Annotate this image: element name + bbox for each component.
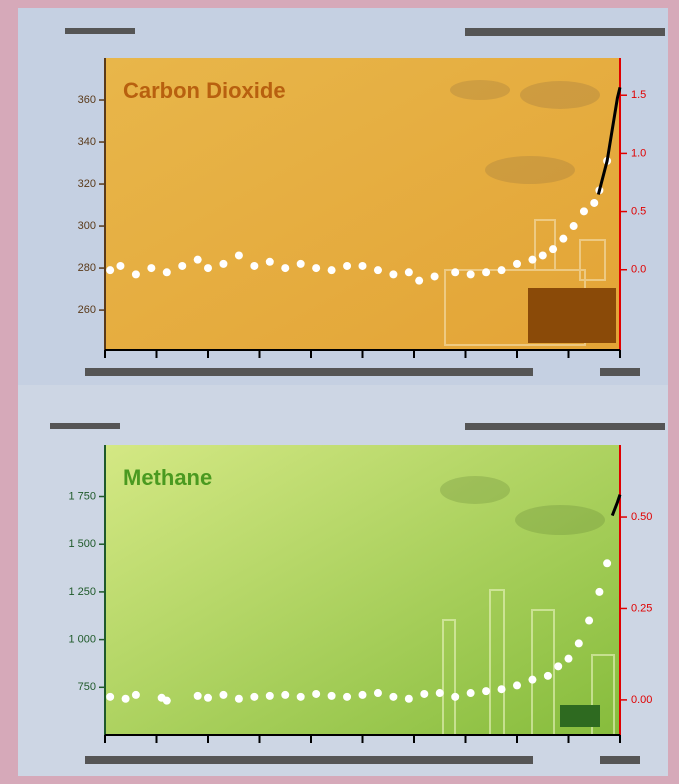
data-point xyxy=(528,675,537,684)
data-point xyxy=(204,264,212,273)
data-point xyxy=(312,689,321,698)
data-point xyxy=(415,276,424,285)
data-point xyxy=(281,690,290,699)
y2-tick-label: 0.0 xyxy=(631,264,646,276)
data-point xyxy=(327,691,336,700)
data-line xyxy=(610,494,622,517)
data-point xyxy=(373,689,382,698)
data-point xyxy=(373,266,382,275)
data-point xyxy=(579,207,588,216)
data-point xyxy=(265,691,274,700)
data-point xyxy=(281,264,290,273)
y2-tick-label: 1.5 xyxy=(631,89,646,101)
data-point xyxy=(250,692,259,701)
factory-shape xyxy=(560,705,600,727)
y-tick-label: 260 xyxy=(78,304,96,316)
data-point xyxy=(358,261,367,270)
y2-tick-label: 0.25 xyxy=(631,602,652,614)
y-tick-label: 1 750 xyxy=(68,490,96,502)
data-point xyxy=(430,272,439,281)
data-point xyxy=(513,681,521,690)
y-tick-label: 320 xyxy=(78,178,96,190)
data-point xyxy=(193,255,202,264)
y-tick-label: 1 500 xyxy=(68,538,96,550)
data-point xyxy=(497,685,506,694)
data-point xyxy=(543,671,552,680)
data-point xyxy=(234,251,243,260)
data-point xyxy=(106,266,115,275)
data-point xyxy=(435,689,444,698)
data-point xyxy=(574,639,583,648)
decoration xyxy=(450,80,600,184)
data-point xyxy=(590,198,599,207)
data-point xyxy=(193,691,202,700)
data-point xyxy=(451,268,460,277)
data-point xyxy=(131,690,140,699)
y-tick-label: 340 xyxy=(78,136,96,148)
data-point xyxy=(554,662,563,671)
data-point xyxy=(162,696,171,705)
label-placeholders xyxy=(50,28,665,764)
data-point xyxy=(327,266,336,275)
data-point xyxy=(549,245,558,254)
data-line xyxy=(596,87,622,195)
y-tick-label: 1 250 xyxy=(68,586,96,598)
data-point xyxy=(343,261,352,270)
data-point xyxy=(569,222,578,231)
data-point xyxy=(358,690,367,699)
data-point xyxy=(250,261,259,270)
data-point xyxy=(528,255,537,264)
data-point xyxy=(585,616,594,625)
data-point xyxy=(116,261,125,270)
data-point xyxy=(559,234,568,243)
data-point xyxy=(451,692,460,701)
data-point xyxy=(343,692,352,701)
data-point xyxy=(234,694,243,703)
data-point xyxy=(178,261,187,270)
data-point xyxy=(497,266,506,275)
decoration xyxy=(440,476,605,535)
data-point xyxy=(106,692,115,701)
data-point xyxy=(564,654,573,663)
data-point xyxy=(595,587,604,596)
data-point xyxy=(538,251,547,260)
data-point xyxy=(482,268,491,277)
y-tick-label: 1 000 xyxy=(68,634,96,646)
y2-tick-label: 0.00 xyxy=(631,694,652,706)
data-point xyxy=(121,694,130,703)
chart-title: Methane xyxy=(123,465,212,490)
data-point xyxy=(204,693,212,702)
data-point xyxy=(219,259,228,268)
data-point xyxy=(603,559,612,568)
data-point xyxy=(147,264,156,273)
data-point xyxy=(513,259,521,268)
data-point xyxy=(162,268,171,277)
y-tick-label: 300 xyxy=(78,220,96,232)
data-point xyxy=(466,270,475,279)
data-point xyxy=(420,689,429,698)
data-point xyxy=(404,694,413,703)
data-point xyxy=(404,268,413,277)
data-point xyxy=(482,687,491,696)
chart-title: Carbon Dioxide xyxy=(123,78,286,103)
y-tick-label: 280 xyxy=(78,262,96,274)
data-point xyxy=(389,692,398,701)
data-point xyxy=(131,270,140,279)
data-point xyxy=(296,259,305,268)
data-point xyxy=(219,690,228,699)
plot-area xyxy=(105,445,620,735)
data-point xyxy=(296,692,305,701)
data-point xyxy=(312,264,321,273)
y-tick-label: 750 xyxy=(78,681,96,693)
factory-shape xyxy=(528,288,616,343)
y2-tick-label: 0.50 xyxy=(631,511,652,523)
data-point xyxy=(466,689,475,698)
data-point xyxy=(265,257,274,266)
y-tick-label: 360 xyxy=(78,94,96,106)
y2-tick-label: 0.5 xyxy=(631,205,646,217)
data-point xyxy=(389,270,398,279)
y2-tick-label: 1.0 xyxy=(631,147,646,159)
